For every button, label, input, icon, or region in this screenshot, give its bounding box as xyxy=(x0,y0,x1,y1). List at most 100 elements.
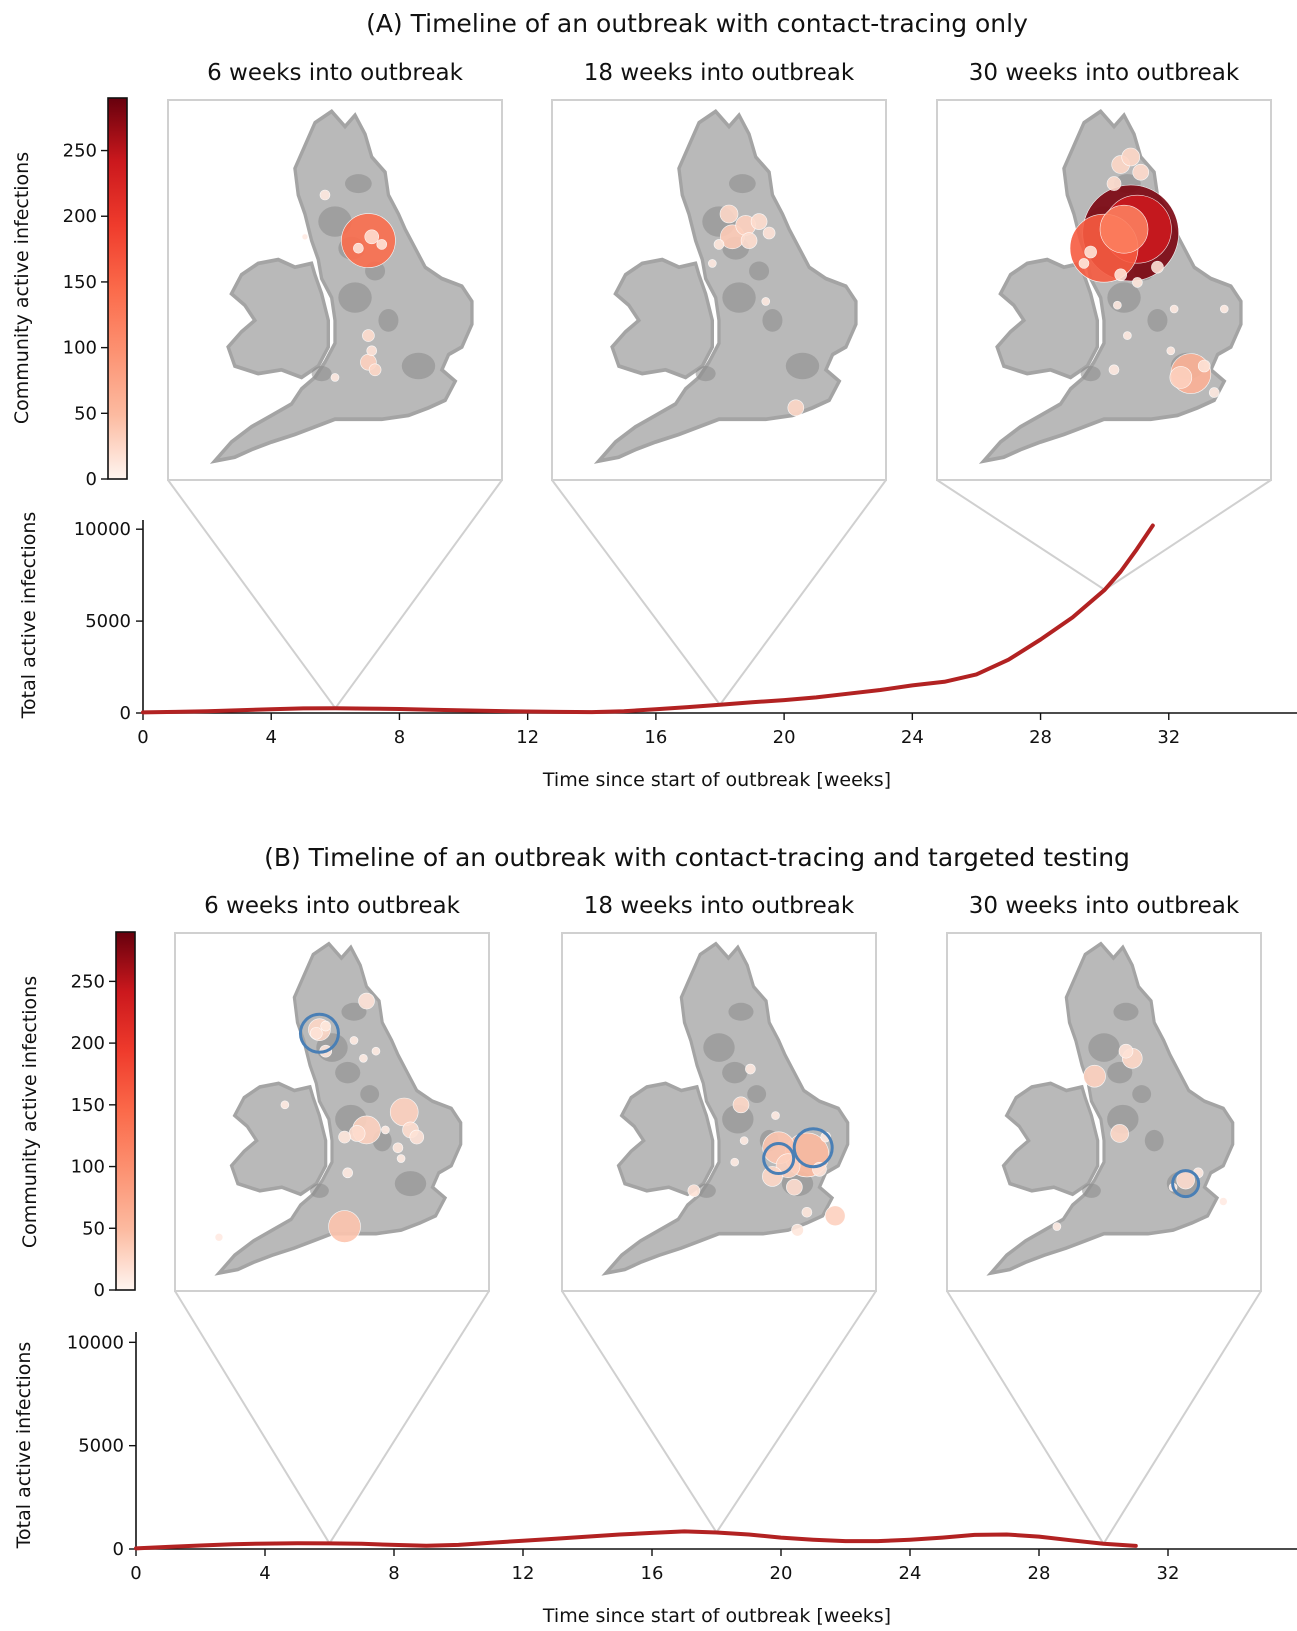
infection-bubble xyxy=(824,1205,846,1227)
infection-bubble xyxy=(371,1046,381,1056)
infection-bubble xyxy=(761,297,771,306)
map-landmass xyxy=(209,109,474,464)
infection-bubble xyxy=(1084,245,1097,259)
infection-bubble xyxy=(349,1036,359,1045)
urban-area xyxy=(341,1002,367,1021)
infection-bubble xyxy=(376,239,388,250)
colorbar-a: 0 50 100 150 200 250 Community active infecti… xyxy=(11,97,128,490)
map-title: 6 weeks into outbreak xyxy=(204,893,460,919)
urban-area xyxy=(1147,309,1168,332)
infection-bubble xyxy=(396,1154,406,1163)
infection-bubble xyxy=(771,1111,780,1120)
y-tick-label: 0 xyxy=(120,703,131,724)
urban-area xyxy=(729,174,756,194)
infection-bubble xyxy=(362,329,375,342)
colorbar-b-label: Community active infections xyxy=(19,976,41,1248)
urban-area xyxy=(695,366,716,382)
urban-area xyxy=(360,1085,380,1104)
infection-bubble xyxy=(1114,268,1127,282)
x-tick-label: 4 xyxy=(265,727,276,748)
x-tick-label: 12 xyxy=(516,727,539,748)
map-snapshots-a: 6 weeks into outbreak 18 weeks into outbr… xyxy=(167,60,1272,481)
wales-shape xyxy=(995,257,1099,380)
x-tick-label: 8 xyxy=(394,727,405,748)
map-snapshot: 18 weeks into outbreak xyxy=(561,893,877,1292)
infection-bubble xyxy=(1208,387,1220,398)
infection-bubble xyxy=(762,226,776,240)
x-tick-label: 28 xyxy=(1029,727,1052,748)
infection-bubble xyxy=(364,229,380,245)
infection-bubble xyxy=(1123,331,1132,340)
infection-bubble xyxy=(1151,260,1164,274)
targeted-testing-ring xyxy=(1171,1169,1201,1199)
colorbar-tick-label: 50 xyxy=(82,1218,105,1239)
zoom-connector xyxy=(946,1290,1105,1545)
zoom-connector xyxy=(719,479,887,706)
zoom-lines-a xyxy=(167,479,1272,709)
infection-bubble xyxy=(1113,300,1122,310)
infection-bubble xyxy=(368,363,382,377)
zoom-connector xyxy=(936,479,1106,591)
colorbar-tick-label: 200 xyxy=(63,206,97,227)
urban-area xyxy=(697,1183,716,1198)
x-tick-label: 0 xyxy=(137,727,148,748)
urban-area xyxy=(1080,366,1101,382)
infection-bubble xyxy=(1132,277,1143,288)
infection-bubble xyxy=(1219,304,1229,314)
urban-area xyxy=(722,282,756,313)
map-landmass xyxy=(214,941,463,1276)
zoom-connector xyxy=(561,1290,718,1534)
urban-area xyxy=(722,1104,754,1134)
targeted-testing-ring xyxy=(792,1127,834,1169)
timeline-a-xlabel: Time since start of outbreak [weeks] xyxy=(542,769,891,791)
infection-bubble xyxy=(389,1097,419,1127)
urban-area xyxy=(318,206,352,237)
map-snapshot: 6 weeks into outbreak xyxy=(167,60,503,481)
x-tick-label: 20 xyxy=(773,727,796,748)
colorbar-a-bar xyxy=(107,97,128,480)
zoom-connector xyxy=(174,1290,331,1544)
timeline-a: 0 4 8 12 16 20 24 28 32 0 5000 10000 Time since sta… xyxy=(18,512,1297,791)
colorbar-b-bar xyxy=(115,931,136,1291)
urban-area xyxy=(335,1061,361,1084)
colorbar-tick-label: 150 xyxy=(71,1095,105,1116)
colorbar-tick-label: 150 xyxy=(63,272,97,293)
y-tick-label: 5000 xyxy=(85,611,131,632)
infection-bubble xyxy=(1169,304,1179,314)
zoom-connector xyxy=(715,1290,877,1534)
infection-bubble xyxy=(740,232,758,249)
infection-bubble xyxy=(301,233,309,241)
infection-bubble xyxy=(1110,1124,1129,1143)
infection-bubble xyxy=(1132,163,1150,181)
map-title: 18 weeks into outbreak xyxy=(584,893,855,919)
colorbar-tick-label: 100 xyxy=(71,1157,105,1178)
infection-bubble xyxy=(719,204,739,224)
map-title: 18 weeks into outbreak xyxy=(584,60,855,86)
urban-area xyxy=(728,1002,754,1021)
infection-bubble xyxy=(1121,147,1141,167)
wales-shape xyxy=(616,1081,715,1197)
urban-area xyxy=(747,1085,767,1104)
urban-area xyxy=(394,1171,427,1197)
infection-bubble xyxy=(348,1125,366,1142)
infection-bubble xyxy=(787,399,805,417)
infection-bubble xyxy=(320,1020,332,1032)
infection-bubble xyxy=(1106,176,1122,191)
map-snapshot: 30 weeks into outbreak xyxy=(946,893,1262,1292)
infection-bubble xyxy=(1083,1064,1106,1088)
targeted-testing-ring xyxy=(762,1142,796,1176)
timeline-b-xlabel: Time since start of outbreak [weeks] xyxy=(542,1605,891,1627)
infection-bubble xyxy=(1219,1197,1228,1206)
x-tick-label: 16 xyxy=(641,1563,664,1584)
infection-bubble xyxy=(1118,1043,1134,1059)
y-tick-label: 5000 xyxy=(78,1436,124,1457)
infection-bubble xyxy=(328,1210,361,1243)
targeted-testing-ring xyxy=(298,1012,340,1054)
infection-bubble xyxy=(732,1096,750,1114)
map-snapshot: 30 weeks into outbreak xyxy=(936,60,1272,481)
zoom-connector xyxy=(167,479,337,709)
zoom-connector xyxy=(551,479,721,706)
series-line xyxy=(134,1529,1138,1551)
infection-bubble xyxy=(409,1129,425,1145)
zoom-connector xyxy=(1102,1290,1262,1545)
